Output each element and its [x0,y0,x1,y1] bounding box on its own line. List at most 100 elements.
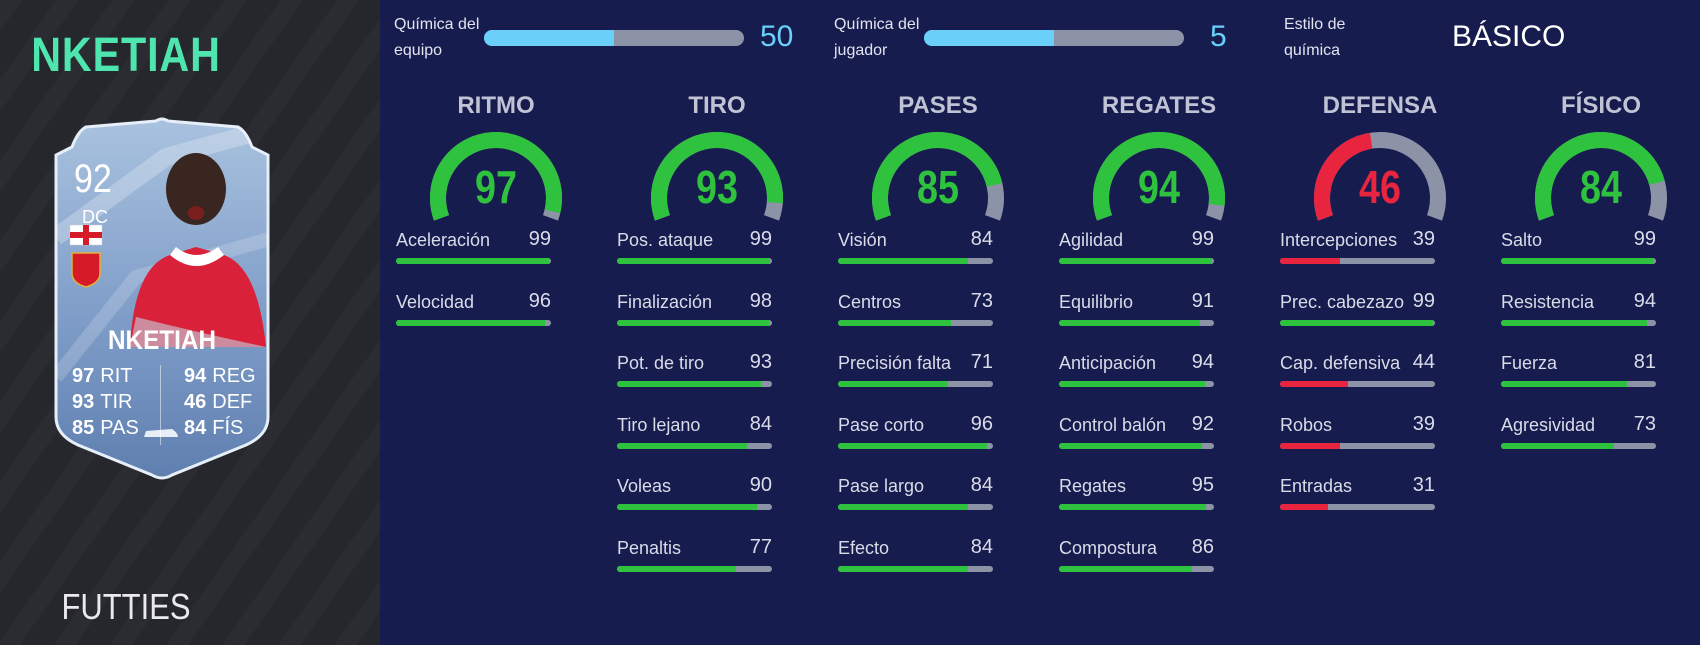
attribute-row[interactable]: Salto 99 [1501,228,1656,280]
attribute-row[interactable]: Tiro lejano 84 [617,413,772,465]
attribute-value: 91 [1191,289,1214,312]
card-type-label: FUTTIES [61,586,191,627]
attribute-value: 96 [528,289,551,312]
attribute-bar [617,504,772,510]
attribute-bar [838,504,993,510]
attribute-bar [1280,258,1435,264]
attribute-row[interactable]: Voleas 90 [617,474,772,526]
attribute-row[interactable]: Pase corto 96 [838,412,993,465]
attribute-bar-fill [1501,381,1627,387]
attribute-name: Pase largo [838,476,925,496]
attribute-value: 31 [1412,474,1435,496]
attribute-row[interactable]: Cap. defensiva 44 [1280,351,1435,403]
attribute-row[interactable]: Entradas 31 [1280,474,1435,526]
attribute-bar-fill [1059,258,1213,264]
attribute-bar-fill [1501,442,1615,449]
attribute-bar [838,258,993,264]
gauge-fill [1314,132,1373,221]
attribute-value: 39 [1412,228,1435,250]
attribute-bar [617,258,772,264]
category-gauge [1535,132,1667,221]
attribute-bar [617,442,772,449]
category-value: 94 [1138,161,1180,213]
attribute-row[interactable]: Regates 95 [1059,474,1214,526]
attribute-value: 73 [970,289,993,312]
attribute-value: 93 [749,351,772,373]
attribute-name: Pot. de tiro [617,353,705,373]
attribute-bar-fill [838,442,987,449]
attribute-row[interactable]: Anticipación 94 [1059,351,1214,403]
attribute-value: 95 [1191,474,1214,496]
attribute-name: Cap. defensiva [1280,353,1401,373]
attribute-bar [1059,565,1214,572]
attribute-row[interactable]: Aceleración 99 [396,228,551,280]
attribute-bar [1059,504,1214,510]
attribute-row[interactable]: Agresividad 73 [1501,413,1656,465]
category-title: DEFENSA [1322,92,1438,119]
attribute-bar-fill [1501,319,1647,326]
player-panel: NKETIAH [0,0,380,645]
category-value: 84 [1580,161,1622,213]
attribute-row[interactable]: Equilibrio 91 [1059,289,1214,342]
attribute-bar-fill [617,565,737,572]
attribute-row[interactable]: Agilidad 99 [1059,228,1214,280]
attribute-row[interactable]: Centros 73 [838,289,993,342]
attribute-row[interactable]: Efecto 84 [838,536,993,588]
attribute-name: Intercepciones [1280,230,1398,250]
attribute-row[interactable]: Fuerza 81 [1501,351,1656,403]
attribute-value: 99 [1412,289,1435,312]
attribute-bar-fill [1059,565,1193,572]
card-stat: 85 PAS [72,417,139,439]
attribute-name: Aceleración [396,230,491,250]
attribute-bar-fill [1280,319,1434,326]
attribute-bar [838,381,993,387]
team-chemistry-bar [484,30,744,46]
attribute-row[interactable]: Visión 84 [838,228,993,280]
category-value: 97 [475,161,517,213]
team-chemistry-value: 50 [760,20,794,53]
attribute-row[interactable]: Resistencia 94 [1501,290,1656,342]
attribute-bar-fill [617,258,771,264]
attribute-name: Entradas [1280,476,1353,496]
card-stat: 97 RIT [72,365,133,387]
attribute-bar-fill [617,504,757,510]
team-chemistry-label: Química del equipo [394,16,480,59]
attribute-bar-fill [1280,504,1329,510]
gauge-fill [872,132,1003,221]
attribute-bar [1280,442,1435,449]
attribute-value: 71 [970,351,993,373]
attribute-row[interactable]: Robos 39 [1280,413,1435,465]
attribute-row[interactable]: Intercepciones 39 [1280,228,1435,280]
attribute-row[interactable]: Control balón 92 [1059,413,1214,465]
attribute-bar-fill [1280,381,1349,387]
attribute-bar [838,442,993,449]
category-value: 46 [1359,161,1401,213]
gauge-fill [1093,132,1225,221]
attribute-bar-fill [1059,504,1207,510]
attribute-value: 84 [970,228,993,250]
attribute-row[interactable]: Finalización 98 [617,290,772,342]
category-value: 85 [917,161,959,213]
attribute-bar [1501,258,1656,264]
card-player-name: NKETIAH [108,325,216,355]
chemistry-style-value[interactable]: BÁSICO [1452,20,1566,53]
attribute-bar [1059,319,1214,326]
attribute-row[interactable]: Pos. ataque 99 [617,228,772,280]
attribute-value: 90 [749,474,772,496]
attribute-row[interactable]: Pot. de tiro 93 [617,351,772,403]
attribute-row[interactable]: Velocidad 96 [396,289,551,342]
attribute-name: Anticipación [1059,353,1157,373]
attribute-row[interactable]: Penaltis 77 [617,536,772,588]
attribute-value: 96 [970,412,993,435]
attribute-bar [617,565,772,572]
category-title: REGATES [1101,92,1217,119]
attribute-row[interactable]: Compostura 86 [1059,536,1214,588]
team-chemistry-fill [484,30,614,46]
attribute-row[interactable]: Pase largo 84 [838,474,993,526]
attribute-row[interactable]: Prec. cabezazo 99 [1280,289,1435,342]
attribute-name: Tiro lejano [617,414,701,435]
attribute-name: Penaltis [617,537,682,558]
attribute-row[interactable]: Precisión falta 71 [838,351,993,403]
attribute-bar-fill [617,319,769,326]
player-card[interactable]: 92 DC NKETIAH 97 RIT 93 TIR 85 PAS 94 REG 46… [46,117,278,485]
